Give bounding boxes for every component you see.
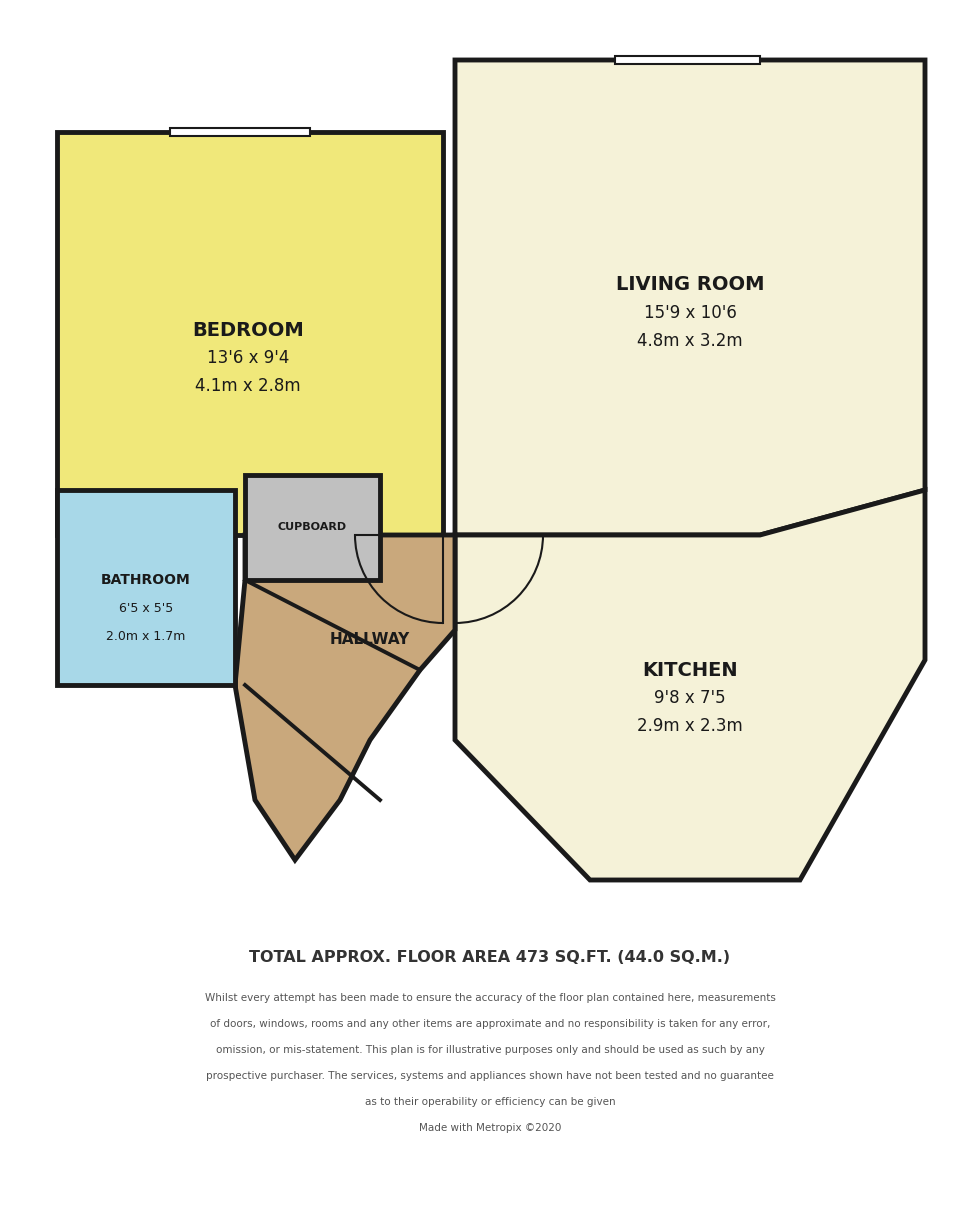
Text: 2.0m x 1.7m: 2.0m x 1.7m bbox=[106, 629, 185, 643]
Bar bbox=[615, 56, 760, 64]
Polygon shape bbox=[245, 475, 380, 580]
Polygon shape bbox=[235, 535, 455, 860]
Text: LIVING ROOM: LIVING ROOM bbox=[615, 275, 764, 295]
Bar bbox=[170, 128, 310, 137]
Text: KITCHEN: KITCHEN bbox=[642, 661, 738, 679]
Text: HALLWAY: HALLWAY bbox=[330, 633, 410, 647]
Text: prospective purchaser. The services, systems and appliances shown have not been : prospective purchaser. The services, sys… bbox=[206, 1071, 774, 1081]
Text: TOTAL APPROX. FLOOR AREA 473 SQ.FT. (44.0 SQ.M.): TOTAL APPROX. FLOOR AREA 473 SQ.FT. (44.… bbox=[250, 951, 730, 965]
Polygon shape bbox=[57, 490, 235, 685]
Text: 6'5 x 5'5: 6'5 x 5'5 bbox=[119, 602, 173, 615]
Text: BATHROOM: BATHROOM bbox=[101, 573, 191, 587]
Polygon shape bbox=[455, 60, 925, 535]
Text: 4.8m x 3.2m: 4.8m x 3.2m bbox=[637, 332, 743, 350]
Text: Whilst every attempt has been made to ensure the accuracy of the floor plan cont: Whilst every attempt has been made to en… bbox=[205, 993, 775, 1003]
Text: BEDROOM: BEDROOM bbox=[192, 320, 304, 339]
Text: 13'6 x 9'4: 13'6 x 9'4 bbox=[207, 349, 289, 367]
Text: of doors, windows, rooms and any other items are approximate and no responsibili: of doors, windows, rooms and any other i… bbox=[210, 1020, 770, 1029]
Text: 4.1m x 2.8m: 4.1m x 2.8m bbox=[195, 377, 301, 395]
Polygon shape bbox=[455, 490, 925, 879]
Text: Made with Metropix ©2020: Made with Metropix ©2020 bbox=[418, 1123, 562, 1133]
Text: 2.9m x 2.3m: 2.9m x 2.3m bbox=[637, 718, 743, 734]
Text: CUPBOARD: CUPBOARD bbox=[277, 522, 347, 532]
Text: 9'8 x 7'5: 9'8 x 7'5 bbox=[655, 689, 726, 707]
Text: as to their operability or efficiency can be given: as to their operability or efficiency ca… bbox=[365, 1097, 615, 1107]
Polygon shape bbox=[57, 132, 443, 535]
Text: 15'9 x 10'6: 15'9 x 10'6 bbox=[644, 304, 736, 323]
Text: omission, or mis-statement. This plan is for illustrative purposes only and shou: omission, or mis-statement. This plan is… bbox=[216, 1045, 764, 1055]
